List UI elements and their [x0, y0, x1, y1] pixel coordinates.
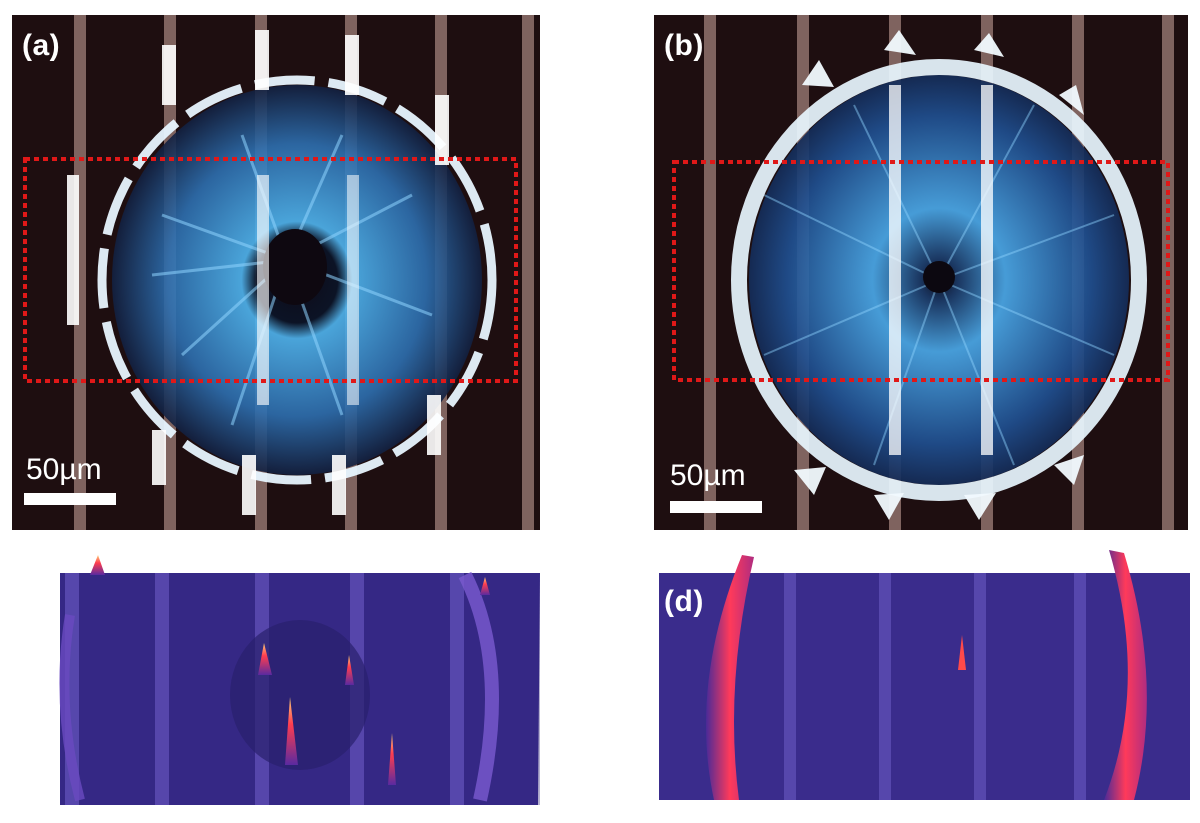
- panel-a-image: [23, 15, 534, 530]
- roi-box: [672, 160, 1170, 382]
- panel-d-height-map: (d): [654, 545, 1190, 810]
- scale-bar-label: 50µm: [670, 459, 746, 492]
- panel-d-image: [659, 550, 1190, 800]
- panel-c-image: [59, 555, 540, 805]
- panel-label: (b): [664, 29, 704, 62]
- panel-label: (d): [664, 585, 704, 618]
- panel-b-image: [672, 15, 1174, 530]
- panel-c-height-map: (c): [10, 555, 540, 810]
- roi-box: [23, 157, 518, 383]
- panel-a-micrograph: (a) 50µm: [12, 15, 540, 530]
- scale-bar-label: 50µm: [26, 453, 102, 486]
- scale-bar: [670, 501, 762, 513]
- panel-label: (c): [20, 585, 59, 618]
- panel-label: (a): [22, 29, 61, 62]
- scale-bar: [24, 493, 116, 505]
- panel-b-micrograph: (b) 50µm: [654, 15, 1188, 530]
